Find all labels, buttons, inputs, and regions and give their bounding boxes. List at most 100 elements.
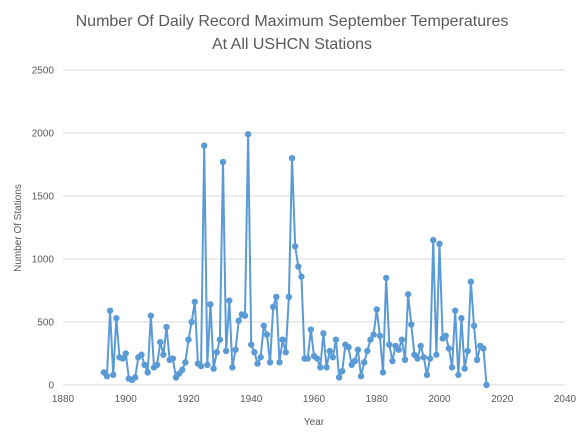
data-point xyxy=(426,355,434,362)
data-point xyxy=(307,326,315,333)
y-axis-title: Number Of Stations xyxy=(13,184,24,272)
data-point xyxy=(244,131,252,138)
data-point xyxy=(461,365,468,372)
data-point xyxy=(200,142,208,149)
y-tick-label: 1500 xyxy=(32,192,55,203)
data-point xyxy=(254,360,261,367)
data-point xyxy=(329,354,337,361)
data-point xyxy=(433,351,440,358)
data-point xyxy=(248,341,255,348)
y-tick-label: 2500 xyxy=(32,66,55,77)
data-point xyxy=(270,303,277,311)
data-point xyxy=(483,381,490,389)
data-point xyxy=(345,344,352,351)
data-point xyxy=(417,342,424,350)
data-point xyxy=(260,322,267,329)
data-point xyxy=(395,346,402,353)
data-point xyxy=(185,336,192,343)
data-point xyxy=(110,371,117,379)
x-tick-label: 2000 xyxy=(428,394,451,405)
data-point xyxy=(163,323,170,331)
data-point xyxy=(376,332,384,340)
data-point xyxy=(455,371,462,379)
data-point xyxy=(213,349,220,356)
data-point xyxy=(282,349,289,356)
data-point xyxy=(361,359,368,366)
data-point xyxy=(119,355,126,362)
data-point xyxy=(326,347,333,355)
data-point xyxy=(404,291,412,298)
x-tick-label: 1980 xyxy=(366,394,389,405)
y-tick-label: 0 xyxy=(48,381,54,392)
data-point xyxy=(157,338,164,346)
data-point xyxy=(423,371,431,379)
data-point xyxy=(323,364,330,371)
data-point xyxy=(266,359,274,366)
data-point xyxy=(451,307,459,314)
data-point xyxy=(304,355,311,362)
data-point xyxy=(141,361,148,369)
data-point xyxy=(317,364,324,371)
data-point xyxy=(467,278,475,285)
data-point xyxy=(204,361,211,369)
data-point xyxy=(367,336,374,343)
data-point xyxy=(138,351,145,358)
data-point xyxy=(188,318,195,326)
data-point xyxy=(273,293,280,300)
chart-title-line-2: At All USHCN Stations xyxy=(212,36,372,53)
data-point xyxy=(401,356,409,363)
series-temperature-records xyxy=(100,131,490,389)
gridlines xyxy=(63,69,565,386)
data-point xyxy=(389,357,396,365)
data-point xyxy=(251,349,258,356)
data-point xyxy=(464,347,471,355)
data-point xyxy=(398,336,406,343)
data-point xyxy=(160,351,167,358)
data-point xyxy=(241,312,249,319)
data-point xyxy=(191,298,198,306)
x-tick-label: 1940 xyxy=(240,394,263,405)
data-point xyxy=(351,357,358,365)
data-point xyxy=(313,355,321,362)
x-tick-label: 1900 xyxy=(115,394,138,405)
data-point xyxy=(197,362,205,370)
data-point xyxy=(480,345,487,352)
data-point xyxy=(219,158,227,166)
data-point xyxy=(207,301,214,308)
data-point xyxy=(222,347,230,355)
data-point xyxy=(339,367,346,375)
chart-title-line-1: Number Of Daily Record Maximum September… xyxy=(76,13,509,30)
data-point xyxy=(408,321,415,328)
data-point xyxy=(420,354,428,361)
data-point xyxy=(458,315,465,322)
data-point xyxy=(298,273,305,280)
x-tick-label: 2040 xyxy=(554,394,577,405)
data-point xyxy=(226,297,233,304)
y-axis-tick-labels: 0 500 1000 1500 2000 2500 xyxy=(32,66,55,392)
data-point xyxy=(357,372,365,380)
data-point xyxy=(182,359,189,366)
data-point xyxy=(370,331,377,338)
data-point xyxy=(131,374,139,381)
y-tick-label: 1000 xyxy=(32,255,55,266)
data-point xyxy=(332,336,340,343)
x-tick-label: 1880 xyxy=(52,394,75,405)
data-point xyxy=(103,372,111,380)
data-point xyxy=(288,155,296,162)
data-point xyxy=(445,345,453,352)
data-point xyxy=(106,307,114,314)
y-tick-label: 500 xyxy=(37,318,54,329)
data-point xyxy=(144,369,151,376)
data-point xyxy=(373,306,380,313)
data-point xyxy=(448,364,456,371)
x-axis-tick-labels: 1880 1900 1920 1940 1960 1980 2000 2020 2040 xyxy=(52,394,577,405)
data-point xyxy=(229,364,236,371)
data-point xyxy=(386,341,393,348)
data-point xyxy=(113,315,120,322)
data-point xyxy=(279,336,286,343)
data-point xyxy=(169,355,177,362)
data-point xyxy=(379,369,387,376)
data-point xyxy=(216,336,224,343)
x-axis-title: Year xyxy=(304,417,325,428)
